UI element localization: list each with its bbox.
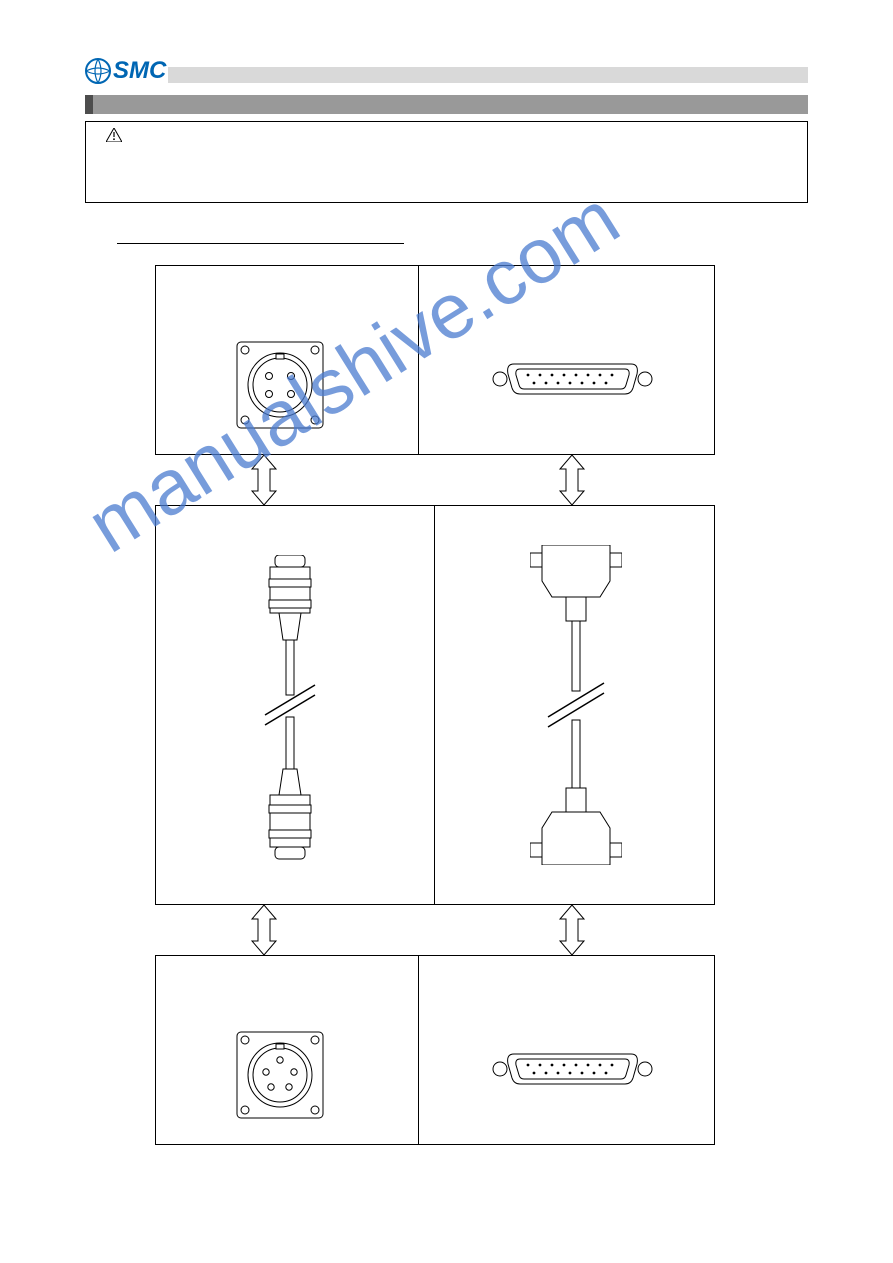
dsub-cable-assembly [530,545,622,865]
brand-text: SMC [113,57,166,85]
double-arrow-icon [556,455,588,505]
brand-logo: SMC [85,57,166,85]
circular-4pin-receptacle [235,340,325,430]
warning-triangle-icon [106,128,122,142]
divider-mid [434,505,435,905]
circular-cable-assembly [255,555,325,860]
divider-bot [418,955,419,1145]
logo-globe-icon [85,58,111,84]
header-rule [168,67,808,83]
circular-5pin-receptacle [235,1030,325,1120]
subsection-underline [117,243,404,244]
double-arrow-icon [248,455,280,505]
cable-panel-mid [155,505,715,905]
double-arrow-icon [248,905,280,955]
caution-box [85,121,808,203]
section-title-bar [85,95,808,114]
divider-top [418,265,419,455]
dsub-15-receptacle [490,1048,655,1090]
double-arrow-icon [556,905,588,955]
dsub-15-receptacle [490,358,655,400]
